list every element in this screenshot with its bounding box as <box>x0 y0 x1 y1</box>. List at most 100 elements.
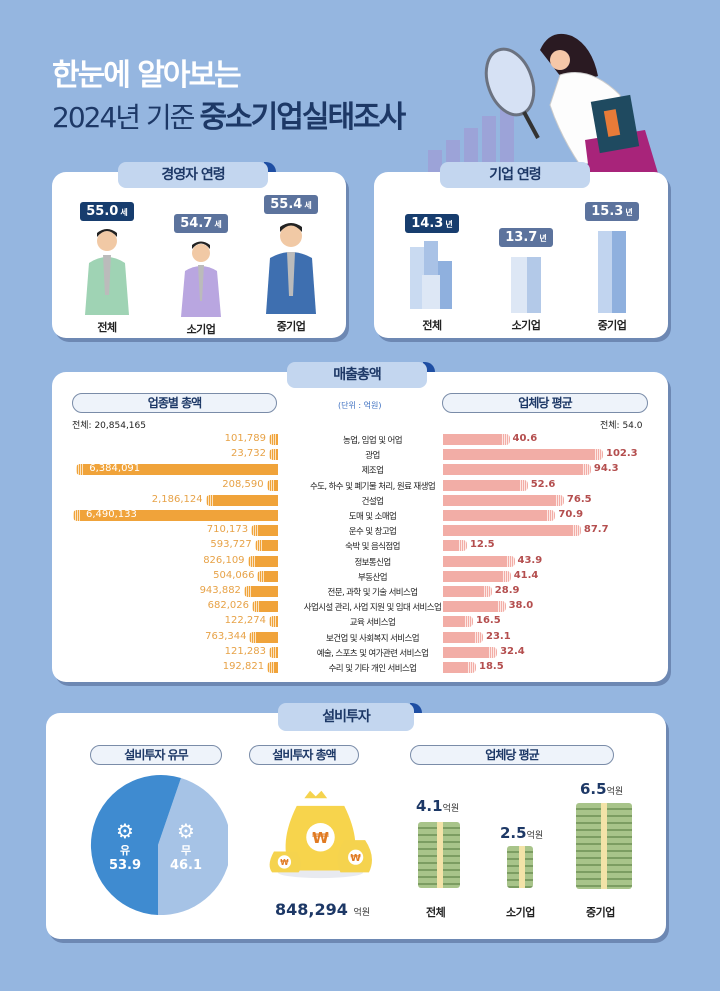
industry-row: 682,026 사업시설 관리, 사업 지원 및 임대 서비스업 38.0 <box>0 600 720 614</box>
avg-label-medium: 중기업 <box>586 906 615 919</box>
industry-average-value: 38.0 <box>508 600 534 612</box>
industry-row: 2,186,124 건설업 76.5 <box>0 493 720 507</box>
industry-total-header: 업종별 총액 <box>72 393 277 413</box>
industry-total-value: 208,590 <box>222 478 264 490</box>
industry-average-bar <box>443 662 477 673</box>
industry-row: 710,173 운수 및 창고업 87.7 <box>0 524 720 538</box>
industry-total-value: 6,490,133 <box>86 509 137 520</box>
industry-total-bar <box>269 449 278 461</box>
businessman-purple-icon <box>181 241 221 317</box>
value-bubble: 14.3 년 <box>405 214 459 233</box>
label-total: 전체 <box>422 319 442 332</box>
value-bubble: 55.4 세 <box>264 195 318 214</box>
industry-average-bar <box>443 434 509 445</box>
industry-average-value: 12.5 <box>469 539 495 551</box>
value-bubble: 15.3 년 <box>585 202 639 221</box>
industry-average-bar <box>443 555 514 567</box>
industry-total-bar <box>251 525 278 537</box>
industry-average-bar <box>443 449 603 461</box>
industry-average-bar <box>443 570 511 582</box>
avg-total-value: 4.1억원 <box>416 797 460 815</box>
industry-total-value: 192,821 <box>222 661 265 672</box>
industry-total-value: 122,274 <box>224 615 266 627</box>
industry-average-bar <box>443 540 467 552</box>
industry-average-value: 41.4 <box>513 569 539 581</box>
headline-year: 2024년 기준 <box>52 101 195 134</box>
pie-yes-segment: ⚙ 유 53.9 <box>100 820 150 873</box>
industry-row: 6,384,091 제조업 94.3 <box>0 463 720 477</box>
no-label: 무 <box>180 844 192 857</box>
industry-total-bar <box>251 601 278 613</box>
industry-label: 정보통신업 <box>354 557 391 568</box>
industry-average-value: 23.1 <box>486 630 511 642</box>
industry-average-value: 94.3 <box>593 463 619 475</box>
sales-tab: 매출총액 <box>287 362 435 388</box>
industry-average-value: 18.5 <box>479 661 504 672</box>
industry-row: 192,821 수리 및 기타 개인 서비스업 18.5 <box>0 661 720 674</box>
industry-label: 전문, 과학 및 기술 서비스업 <box>327 588 419 598</box>
industry-total-value: 121,283 <box>224 645 266 657</box>
industry-label: 숙박 및 음식점업 <box>345 542 400 553</box>
avg-label-small: 소기업 <box>506 906 535 919</box>
building-tall-icon <box>598 231 626 313</box>
industry-label: 도매 및 소매업 <box>348 512 397 522</box>
industry-label: 수리 및 기타 개인 서비스업 <box>328 664 417 674</box>
industry-total-value: 593,727 <box>210 539 252 551</box>
industry-average-value: 52.6 <box>530 478 556 490</box>
industry-row: 23,732 광업 102.3 <box>0 448 720 462</box>
industry-total-value: 2,186,124 <box>151 493 203 505</box>
avg-label-total: 전체 <box>426 906 446 919</box>
industry-total-value: 504,066 <box>213 569 255 581</box>
money-bags-icon: ₩ ₩ ₩ <box>269 790 372 879</box>
industry-label: 제조업 <box>361 466 384 477</box>
industry-label: 예술, 스포츠 및 여가관련 서비스업 <box>316 648 429 659</box>
industry-row: 763,344 보건업 및 사회복지 서비스업 23.1 <box>0 630 720 644</box>
industry-total-bar <box>269 646 278 658</box>
industry-row: 6,490,133 도매 및 소매업 70.9 <box>0 509 720 522</box>
cash-stack-medium-icon <box>576 803 632 889</box>
ceo-age-medium: 55.4 세 중기업 <box>256 193 326 334</box>
right-total: 전체: 54.0 <box>600 421 643 431</box>
industry-label: 사업시설 관리, 사업 지원 및 임대 서비스업 <box>303 603 442 614</box>
industry-total-bar <box>76 464 278 476</box>
gear-x-icon: ⚙ <box>177 819 195 843</box>
svg-text:₩: ₩ <box>312 829 329 847</box>
industry-label: 보건업 및 사회복지 서비스업 <box>326 633 420 644</box>
industry-total-bar <box>257 570 278 582</box>
businessman-green-icon <box>85 229 129 315</box>
yes-label: 유 <box>119 844 131 857</box>
label-small: 소기업 <box>186 323 216 336</box>
industry-label: 부동산업 <box>358 572 387 583</box>
industry-average-value: 43.9 <box>517 554 543 566</box>
industry-total-bar <box>73 510 278 521</box>
capex-tab: 설비투자 <box>278 703 422 731</box>
industry-average-bar <box>443 479 528 491</box>
industry-row: 122,274 교육 서비스업 16.5 <box>0 615 720 628</box>
left-total: 전체: 20,854,165 <box>72 421 146 431</box>
avg-small-value: 2.5억원 <box>500 824 544 842</box>
company-age-total: 14.3 년 전체 <box>400 212 464 333</box>
cash-stack-small-icon <box>507 846 533 888</box>
industry-row: 101,789 농업, 임업 및 어업 40.6 <box>0 433 720 446</box>
industry-average-bar <box>443 601 506 613</box>
industry-row: 504,066 부동산업 41.4 <box>0 569 720 583</box>
building-cluster-icon <box>410 241 452 309</box>
industry-label: 수도, 하수 및 폐기물 처리, 원료 재생업 <box>309 481 436 492</box>
capex-average-header: 업체당 평균 <box>410 745 614 765</box>
industry-total-bar <box>247 555 278 567</box>
unit-label: (단위 : 억원) <box>338 401 382 410</box>
industry-row: 593,727 숙박 및 음식점업 12.5 <box>0 539 720 553</box>
industry-total-value: 710,173 <box>206 524 249 536</box>
label-medium: 중기업 <box>276 320 306 333</box>
company-age-small: 13.7 년 소기업 <box>494 226 558 333</box>
industry-average-value: 70.9 <box>558 509 584 520</box>
industry-label: 광업 <box>365 451 380 462</box>
industry-total-bar <box>243 586 278 597</box>
industry-row: 943,882 전문, 과학 및 기술 서비스업 28.9 <box>0 585 720 598</box>
industry-total-bar <box>249 631 278 643</box>
industry-row: 208,590 수도, 하수 및 폐기물 처리, 원료 재생업 52.6 <box>0 478 720 492</box>
capex-presence-header: 설비투자 유무 <box>90 745 222 765</box>
industry-label: 운수 및 창고업 <box>348 527 397 538</box>
industry-label: 건설업 <box>361 496 384 507</box>
industry-total-value: 101,789 <box>224 433 266 444</box>
